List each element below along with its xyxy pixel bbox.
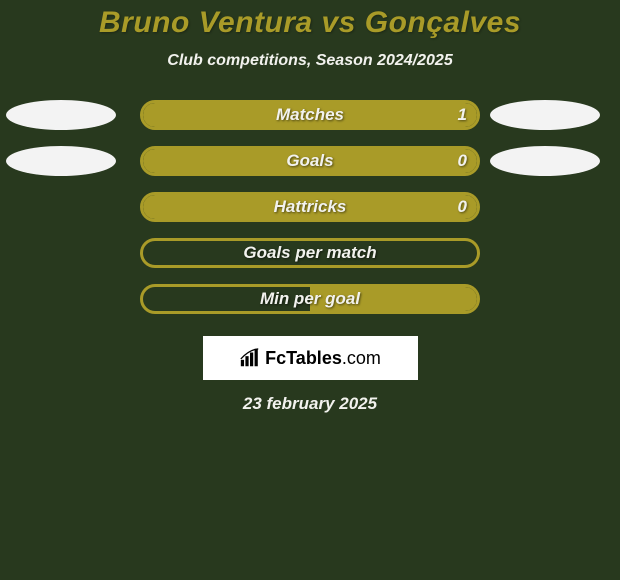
date-text: 23 february 2025 bbox=[0, 394, 620, 414]
stat-bar: Matches 1 bbox=[140, 100, 480, 130]
stat-bar: Min per goal bbox=[140, 284, 480, 314]
logo-text-suffix: .com bbox=[342, 348, 381, 368]
logo-badge: FcTables.com bbox=[203, 336, 418, 380]
stat-label: Goals per match bbox=[243, 243, 376, 263]
stat-label: Hattricks bbox=[274, 197, 347, 217]
stat-row: Hattricks 0 bbox=[0, 192, 620, 222]
stat-label: Goals bbox=[286, 151, 333, 171]
stats-card: Bruno Ventura vs Gonçalves Club competit… bbox=[0, 0, 620, 580]
player-right-placeholder bbox=[490, 146, 600, 176]
logo-text-main: FcTables bbox=[265, 348, 342, 368]
stat-row: Min per goal bbox=[0, 284, 620, 314]
stat-value: 1 bbox=[458, 105, 467, 125]
stat-row: Goals 0 bbox=[0, 146, 620, 176]
stat-bar: Goals 0 bbox=[140, 146, 480, 176]
player-left-placeholder bbox=[6, 146, 116, 176]
player-right-placeholder bbox=[490, 100, 600, 130]
player-left-placeholder bbox=[6, 100, 116, 130]
stat-rows: Matches 1 Goals 0 Hattricks 0 Goals per match M… bbox=[0, 100, 620, 314]
subtitle: Club competitions, Season 2024/2025 bbox=[0, 52, 620, 70]
stat-label: Min per goal bbox=[260, 289, 360, 309]
stat-row: Goals per match bbox=[0, 238, 620, 268]
stat-row: Matches 1 bbox=[0, 100, 620, 130]
stat-value: 0 bbox=[458, 197, 467, 217]
stat-bar: Goals per match bbox=[140, 238, 480, 268]
stat-bar: Hattricks 0 bbox=[140, 192, 480, 222]
logo-text: FcTables.com bbox=[265, 348, 381, 369]
bar-chart-icon bbox=[239, 347, 261, 369]
stat-label: Matches bbox=[276, 105, 344, 125]
stat-value: 0 bbox=[458, 151, 467, 171]
title: Bruno Ventura vs Gonçalves bbox=[0, 6, 620, 40]
